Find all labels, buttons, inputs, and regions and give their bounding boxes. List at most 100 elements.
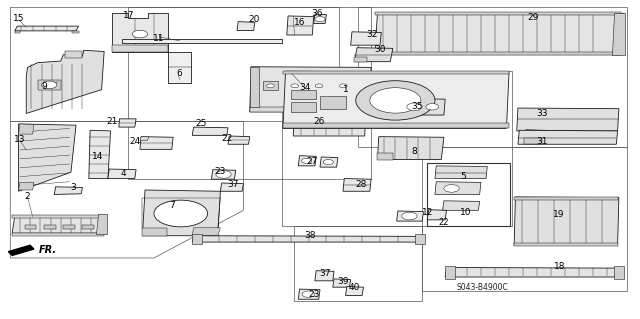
Text: 15: 15 bbox=[13, 14, 24, 23]
Polygon shape bbox=[192, 234, 202, 244]
Polygon shape bbox=[140, 137, 173, 149]
Text: 39: 39 bbox=[337, 277, 349, 286]
Polygon shape bbox=[346, 286, 364, 295]
Polygon shape bbox=[220, 183, 243, 191]
Polygon shape bbox=[65, 51, 83, 58]
Circle shape bbox=[323, 160, 333, 165]
Text: 14: 14 bbox=[92, 152, 104, 161]
Polygon shape bbox=[320, 157, 338, 167]
Polygon shape bbox=[72, 31, 79, 33]
Text: FR.: FR. bbox=[39, 245, 57, 255]
Polygon shape bbox=[250, 67, 371, 112]
Circle shape bbox=[370, 88, 421, 113]
Polygon shape bbox=[291, 102, 316, 112]
Polygon shape bbox=[192, 228, 220, 236]
Text: 30: 30 bbox=[374, 45, 386, 54]
Text: 24: 24 bbox=[129, 137, 140, 145]
Text: 10: 10 bbox=[460, 208, 471, 217]
Polygon shape bbox=[298, 156, 316, 166]
Polygon shape bbox=[518, 130, 618, 144]
Circle shape bbox=[154, 200, 207, 227]
Text: 27: 27 bbox=[307, 157, 318, 166]
Polygon shape bbox=[514, 197, 618, 200]
Polygon shape bbox=[524, 138, 542, 144]
Polygon shape bbox=[192, 127, 228, 135]
Text: 32: 32 bbox=[367, 30, 378, 39]
Polygon shape bbox=[333, 279, 351, 287]
Circle shape bbox=[356, 81, 435, 120]
Text: 12: 12 bbox=[422, 208, 433, 217]
Text: 1: 1 bbox=[342, 85, 348, 94]
Polygon shape bbox=[614, 266, 624, 279]
Text: 40: 40 bbox=[349, 283, 360, 292]
Circle shape bbox=[132, 30, 148, 38]
Polygon shape bbox=[351, 32, 381, 45]
Polygon shape bbox=[435, 166, 487, 179]
Polygon shape bbox=[12, 215, 104, 218]
Text: 13: 13 bbox=[14, 135, 26, 144]
Text: 26: 26 bbox=[313, 117, 324, 126]
Text: 7: 7 bbox=[169, 201, 175, 210]
Polygon shape bbox=[287, 81, 303, 90]
Polygon shape bbox=[398, 99, 445, 115]
Circle shape bbox=[402, 212, 417, 220]
Polygon shape bbox=[283, 71, 509, 74]
Text: 18: 18 bbox=[554, 262, 566, 271]
Polygon shape bbox=[143, 228, 167, 236]
Text: 28: 28 bbox=[355, 181, 367, 189]
Circle shape bbox=[291, 84, 299, 88]
Polygon shape bbox=[89, 130, 111, 179]
Text: 20: 20 bbox=[248, 15, 259, 24]
Polygon shape bbox=[291, 90, 316, 99]
Text: 5: 5 bbox=[460, 172, 466, 181]
Polygon shape bbox=[143, 190, 220, 236]
Text: 23: 23 bbox=[214, 167, 226, 176]
Text: 29: 29 bbox=[527, 13, 539, 22]
Polygon shape bbox=[298, 289, 320, 299]
Polygon shape bbox=[283, 71, 509, 128]
Circle shape bbox=[267, 84, 275, 88]
Polygon shape bbox=[514, 197, 619, 245]
Text: 31: 31 bbox=[536, 137, 548, 145]
Polygon shape bbox=[250, 67, 259, 107]
Text: 21: 21 bbox=[107, 117, 118, 126]
Polygon shape bbox=[12, 216, 107, 233]
Text: 22: 22 bbox=[221, 134, 232, 143]
Polygon shape bbox=[119, 119, 136, 127]
Text: 38: 38 bbox=[304, 231, 316, 240]
Polygon shape bbox=[355, 48, 393, 62]
Polygon shape bbox=[287, 16, 314, 35]
Polygon shape bbox=[428, 210, 447, 220]
Polygon shape bbox=[445, 266, 456, 279]
Polygon shape bbox=[63, 225, 75, 229]
Text: 37: 37 bbox=[319, 269, 331, 278]
Polygon shape bbox=[378, 137, 444, 160]
Polygon shape bbox=[514, 243, 618, 246]
Polygon shape bbox=[97, 214, 107, 234]
Text: 17: 17 bbox=[123, 11, 134, 20]
Polygon shape bbox=[44, 225, 56, 229]
Polygon shape bbox=[113, 13, 168, 51]
Circle shape bbox=[42, 81, 57, 89]
Polygon shape bbox=[524, 130, 547, 140]
Polygon shape bbox=[19, 124, 76, 191]
Circle shape bbox=[216, 171, 231, 178]
Text: 23: 23 bbox=[308, 290, 319, 299]
Text: 25: 25 bbox=[196, 119, 207, 129]
Text: 22: 22 bbox=[438, 218, 449, 227]
Text: 19: 19 bbox=[553, 210, 564, 219]
Text: 9: 9 bbox=[41, 82, 47, 91]
Circle shape bbox=[339, 84, 347, 88]
Text: 34: 34 bbox=[299, 83, 310, 92]
Polygon shape bbox=[397, 211, 424, 221]
Polygon shape bbox=[612, 13, 625, 55]
Text: 6: 6 bbox=[177, 69, 182, 78]
Polygon shape bbox=[211, 170, 236, 179]
Polygon shape bbox=[343, 179, 371, 191]
Polygon shape bbox=[378, 153, 393, 160]
Text: 8: 8 bbox=[412, 147, 417, 156]
Polygon shape bbox=[516, 108, 619, 131]
Polygon shape bbox=[355, 57, 367, 62]
Polygon shape bbox=[237, 22, 255, 31]
Polygon shape bbox=[250, 107, 370, 112]
